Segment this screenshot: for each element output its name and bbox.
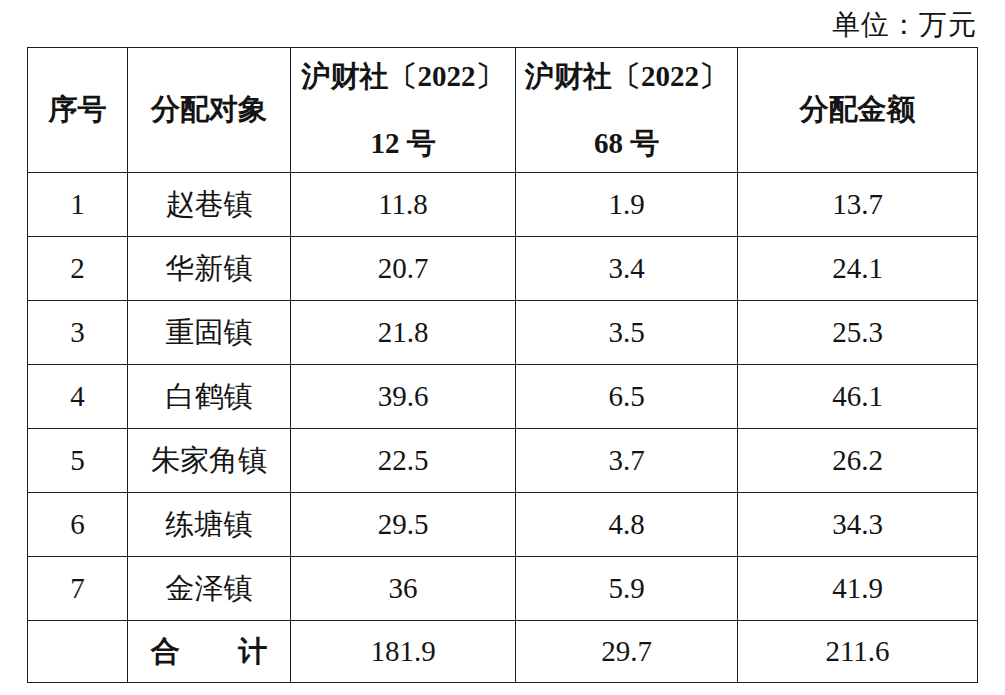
cell-target: 金泽镇 [128, 557, 291, 621]
total-label: 合 计 [128, 621, 291, 683]
cell-target: 练塘镇 [128, 493, 291, 557]
cell-amount: 25.3 [738, 301, 978, 365]
header-doc68-lines: 沪财社〔2022〕 68 号 [516, 57, 737, 164]
total-doc68: 29.7 [516, 621, 738, 683]
table-row: 2 华新镇 20.7 3.4 24.1 [28, 237, 978, 301]
cell-doc12: 11.8 [291, 173, 516, 237]
cell-doc68: 1.9 [516, 173, 738, 237]
table-row: 7 金泽镇 36 5.9 41.9 [28, 557, 978, 621]
cell-doc12: 20.7 [291, 237, 516, 301]
cell-index: 5 [28, 429, 128, 493]
table-row: 6 练塘镇 29.5 4.8 34.3 [28, 493, 978, 557]
header-doc12: 沪财社〔2022〕 12 号 [291, 48, 516, 173]
header-doc12-line1: 沪财社〔2022〕 [302, 57, 505, 97]
cell-doc68: 3.7 [516, 429, 738, 493]
cell-doc12: 21.8 [291, 301, 516, 365]
cell-target: 白鹤镇 [128, 365, 291, 429]
cell-index: 3 [28, 301, 128, 365]
cell-amount: 41.9 [738, 557, 978, 621]
cell-target: 赵巷镇 [128, 173, 291, 237]
cell-doc68: 6.5 [516, 365, 738, 429]
table-row: 5 朱家角镇 22.5 3.7 26.2 [28, 429, 978, 493]
cell-target: 华新镇 [128, 237, 291, 301]
cell-target: 朱家角镇 [128, 429, 291, 493]
cell-amount: 34.3 [738, 493, 978, 557]
cell-amount: 26.2 [738, 429, 978, 493]
unit-label: 单位：万元 [832, 6, 977, 44]
header-doc68-line2: 68 号 [594, 124, 659, 164]
cell-index: 7 [28, 557, 128, 621]
cell-doc68: 3.5 [516, 301, 738, 365]
header-doc68: 沪财社〔2022〕 68 号 [516, 48, 738, 173]
total-index-empty [28, 621, 128, 683]
cell-amount: 46.1 [738, 365, 978, 429]
cell-doc68: 5.9 [516, 557, 738, 621]
header-doc68-line1: 沪财社〔2022〕 [525, 57, 728, 97]
header-amount: 分配金额 [738, 48, 978, 173]
header-doc12-lines: 沪财社〔2022〕 12 号 [291, 57, 515, 164]
allocation-table: 序号 分配对象 沪财社〔2022〕 12 号 沪财社〔2022〕 68 号 分配… [27, 47, 978, 683]
table-row: 1 赵巷镇 11.8 1.9 13.7 [28, 173, 978, 237]
table-row: 3 重固镇 21.8 3.5 25.3 [28, 301, 978, 365]
cell-doc68: 4.8 [516, 493, 738, 557]
cell-amount: 24.1 [738, 237, 978, 301]
cell-doc12: 39.6 [291, 365, 516, 429]
header-index: 序号 [28, 48, 128, 173]
cell-doc12: 36 [291, 557, 516, 621]
header-doc12-line2: 12 号 [370, 124, 435, 164]
header-target: 分配对象 [128, 48, 291, 173]
cell-index: 4 [28, 365, 128, 429]
cell-index: 2 [28, 237, 128, 301]
total-amount: 211.6 [738, 621, 978, 683]
table-header-row: 序号 分配对象 沪财社〔2022〕 12 号 沪财社〔2022〕 68 号 分配… [28, 48, 978, 173]
cell-index: 6 [28, 493, 128, 557]
cell-target: 重固镇 [128, 301, 291, 365]
total-doc12: 181.9 [291, 621, 516, 683]
cell-doc12: 29.5 [291, 493, 516, 557]
cell-amount: 13.7 [738, 173, 978, 237]
table-row: 4 白鹤镇 39.6 6.5 46.1 [28, 365, 978, 429]
cell-doc68: 3.4 [516, 237, 738, 301]
cell-index: 1 [28, 173, 128, 237]
cell-doc12: 22.5 [291, 429, 516, 493]
document-page: 单位：万元 序号 分配对象 沪财社〔2022〕 12 号 [0, 0, 1005, 695]
table-total-row: 合 计 181.9 29.7 211.6 [28, 621, 978, 683]
